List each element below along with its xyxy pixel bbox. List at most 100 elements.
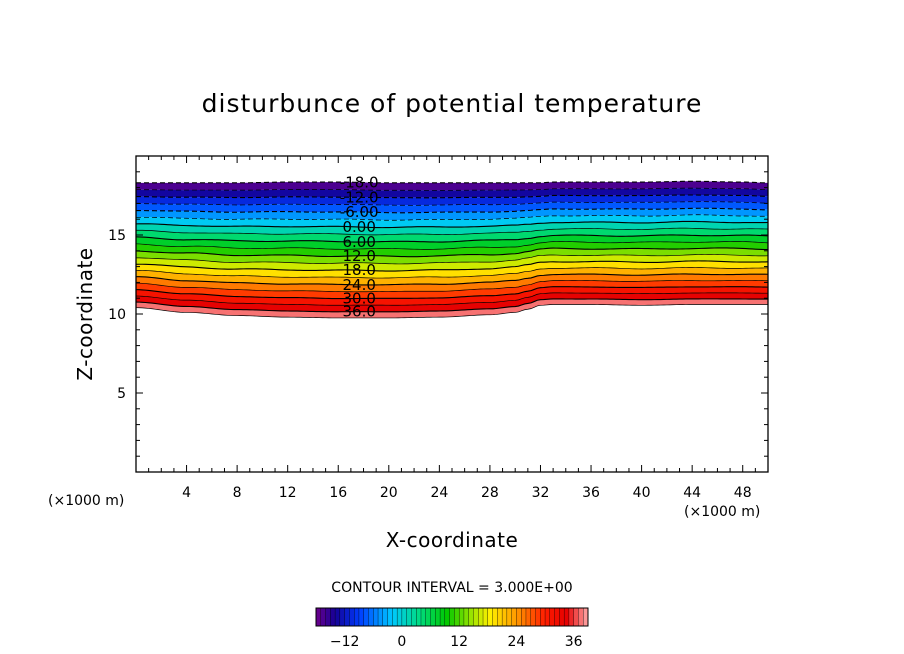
contour-band [136, 254, 768, 272]
contour-band [136, 267, 768, 285]
colorbar-cell [521, 607, 527, 627]
contour-line [136, 247, 768, 258]
x-tick-label: 24 [430, 485, 448, 501]
colorbar-cell [530, 607, 536, 627]
colorbar-cell [425, 607, 431, 627]
colorbar-cell [396, 607, 403, 627]
contour-band [136, 181, 768, 191]
x-tick-label: 28 [481, 485, 499, 501]
y-tick-label: 5 [117, 386, 126, 402]
contour-line [136, 260, 768, 272]
colorbar-cell [435, 607, 441, 627]
contour-line [136, 254, 768, 265]
colorbar-cell [511, 607, 517, 627]
colorbar-cell [411, 607, 417, 627]
x-tick-label: 40 [633, 485, 651, 501]
x-tick-label: 4 [182, 485, 191, 501]
plot-area: -18.0-12.0-6.000.006.0012.018.024.030.03… [108, 155, 769, 501]
contour-band [136, 195, 768, 206]
colorbar-cell [492, 607, 498, 627]
contour-line [136, 304, 768, 319]
contour-lines [136, 180, 768, 319]
x-tick-label: 32 [532, 485, 550, 501]
colorbar-cell [358, 607, 365, 627]
contour-line [136, 227, 768, 236]
contour-label: -6.00 [340, 203, 379, 221]
contour-label: 12.0 [342, 247, 375, 265]
colorbar-cell [334, 607, 341, 627]
contour-line [136, 298, 768, 313]
colorbar-cell [392, 607, 398, 627]
colorbar-cell [578, 607, 584, 627]
contour-band [136, 221, 768, 235]
colorbar-cell [573, 607, 579, 627]
contour-fills [136, 181, 768, 318]
contour-label: 30.0 [342, 289, 375, 307]
colorbar-ticks: −12 0 12 24 36 [330, 634, 583, 650]
x-unit-right: (×1000 m) [684, 504, 760, 520]
contour-label: 36.0 [342, 303, 375, 321]
colorbar-frame [315, 607, 589, 627]
colorbar-cell [382, 607, 388, 627]
contour-band [136, 280, 768, 299]
colorbar-cell [444, 607, 450, 627]
colorbar-tick-label: 0 [397, 634, 406, 650]
x-tick-label: 44 [683, 485, 701, 501]
colorbar-cell [525, 607, 532, 627]
contour-band [136, 208, 768, 221]
colorbar-cell [377, 607, 384, 627]
contour-interval-text: CONTOUR INTERVAL = 3.000E+00 [331, 580, 572, 596]
colorbar-cell [439, 607, 446, 627]
y-axis-title: Z-coordinate [73, 247, 97, 380]
colorbar-cell [330, 607, 336, 627]
contour-band [136, 201, 768, 213]
y-tick-label: 15 [108, 228, 126, 244]
contour-line [136, 241, 768, 250]
contour-line [136, 267, 768, 279]
y-tick-labels: 5 10 15 [108, 228, 126, 402]
contour-band [136, 214, 768, 228]
colorbar-cell [325, 607, 331, 627]
colorbar-cell [549, 607, 555, 627]
colorbar-cell [463, 607, 470, 627]
colorbar-cell [420, 607, 427, 627]
contour-line [136, 207, 768, 214]
y-tick-label: 10 [108, 307, 126, 323]
contour-label: -18.0 [340, 173, 379, 191]
x-tick-label: 12 [279, 485, 297, 501]
x-tick-labels: 4 8 12 16 20 24 28 32 36 40 44 48 [182, 485, 752, 501]
colorbar-cell [473, 607, 479, 627]
contour-band [136, 241, 768, 257]
x-tick-label: 20 [380, 485, 398, 501]
colorbar-cell [430, 607, 436, 627]
colorbar-cell [554, 607, 560, 627]
colorbar-cell [568, 607, 575, 627]
colorbar-cell [497, 607, 503, 627]
x-axis-title: X-coordinate [386, 528, 519, 552]
contour-band [136, 286, 768, 306]
colorbar-cell [339, 607, 346, 627]
colorbar-cell [501, 607, 508, 627]
colorbar-cell [559, 607, 565, 627]
contour-labels: -18.0-12.0-6.000.006.0012.018.024.030.03… [340, 173, 379, 321]
contour-band [136, 273, 768, 292]
colorbar-cell [387, 607, 393, 627]
contour-band [136, 228, 768, 243]
contour-line [136, 280, 768, 293]
contour-band [136, 298, 768, 318]
contour-line [136, 187, 768, 191]
colorbar-cell [368, 607, 374, 627]
x-tick-label: 36 [582, 485, 600, 501]
contour-line [136, 194, 768, 199]
contour-line [136, 180, 768, 184]
x-unit-left: (×1000 m) [48, 493, 124, 509]
contour-band [136, 260, 768, 279]
contour-line [136, 214, 768, 221]
contour-line [136, 220, 768, 229]
colorbar-cells [315, 607, 589, 627]
colorbar-cell [478, 607, 484, 627]
colorbar-tick-label: 24 [508, 634, 526, 650]
colorbar-cell [535, 607, 541, 627]
contour-label: 6.00 [342, 233, 375, 251]
